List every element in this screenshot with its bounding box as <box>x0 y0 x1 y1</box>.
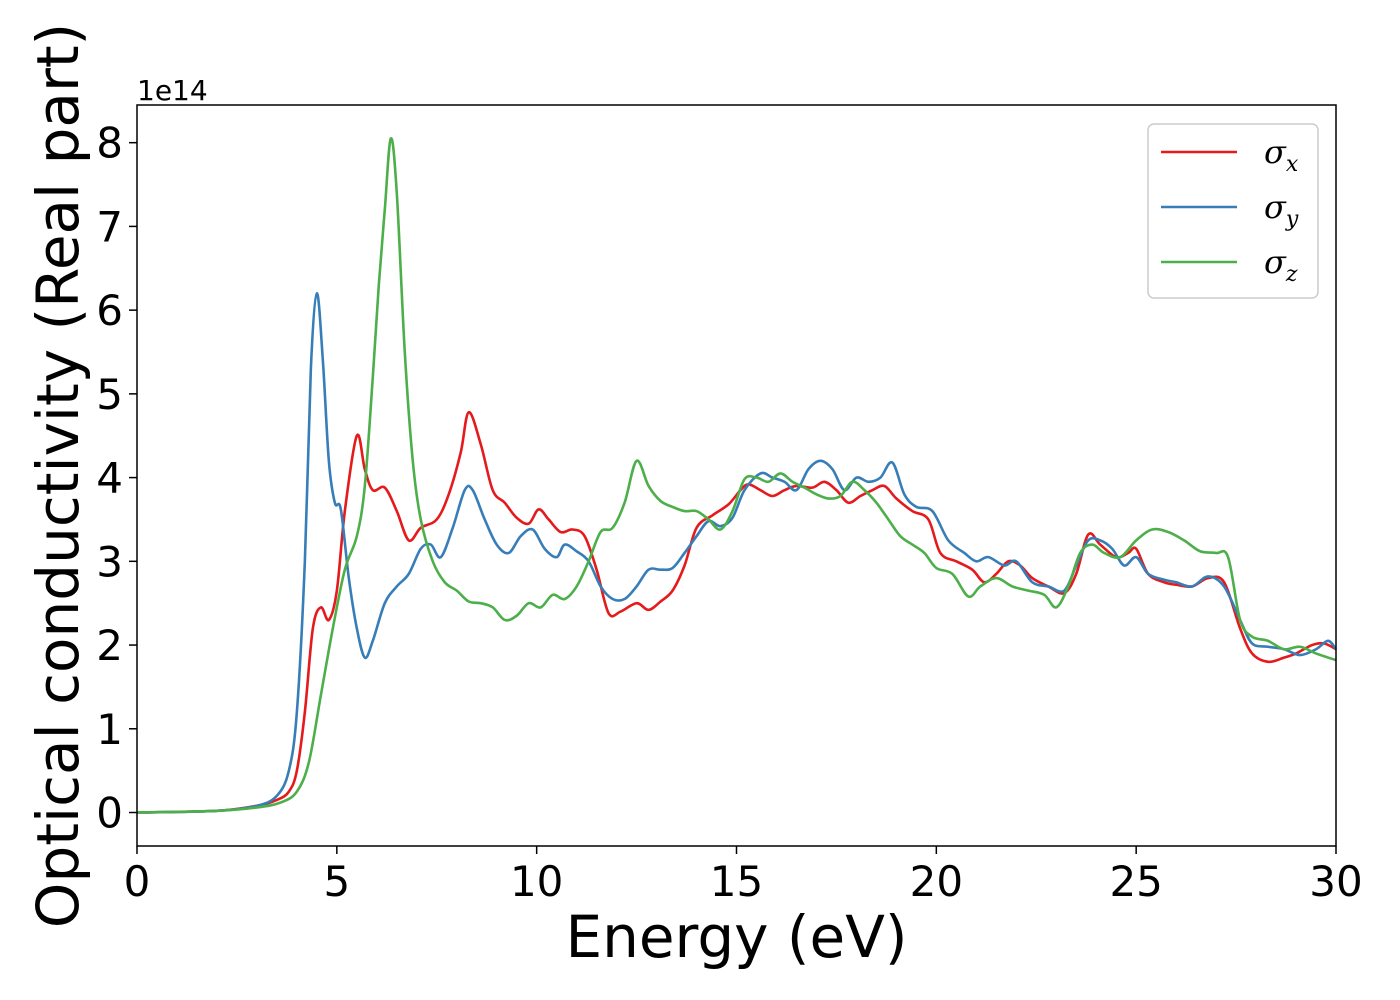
x-tick-label: 5 <box>323 857 350 906</box>
x-tick-label: 25 <box>1109 857 1162 906</box>
y-tick-label: 1 <box>96 705 123 754</box>
series-line-z <box>136 137 1337 814</box>
y-tick-label: 7 <box>96 202 123 251</box>
legend-items: σx σy σz <box>1161 133 1299 287</box>
x-tick-label: 30 <box>1309 857 1362 906</box>
legend-label-x: σx <box>1264 133 1299 177</box>
y-tick-label: 8 <box>96 119 123 168</box>
series-line-x <box>136 410 1337 814</box>
y-axis: 0 1 2 3 4 5 6 7 8 <box>96 119 137 838</box>
y-tick-label: 2 <box>96 621 123 670</box>
y-axis-title: Optical conductivity (Real part) <box>24 23 92 928</box>
y-tick-label: 4 <box>96 454 123 503</box>
y-tick-label: 3 <box>96 537 123 586</box>
legend-box <box>1147 123 1319 299</box>
y-tick-label: 5 <box>96 370 123 419</box>
series-layer <box>136 137 1338 814</box>
legend-label-z: σz <box>1264 243 1298 287</box>
x-tick-label: 20 <box>910 857 963 906</box>
x-tick-label: 0 <box>124 857 151 906</box>
y-tick-label: 6 <box>96 286 123 335</box>
y-axis-offset-label: 1e14 <box>137 74 208 107</box>
x-axis: 0 5 10 15 20 25 30 <box>124 846 1363 906</box>
x-tick-label: 10 <box>510 857 563 906</box>
legend: σx σy σz <box>1147 123 1319 299</box>
legend-label-y: σy <box>1264 188 1299 232</box>
x-tick-label: 15 <box>710 857 763 906</box>
y-tick-label: 0 <box>96 789 123 838</box>
x-axis-title: Energy (eV) <box>565 903 907 971</box>
